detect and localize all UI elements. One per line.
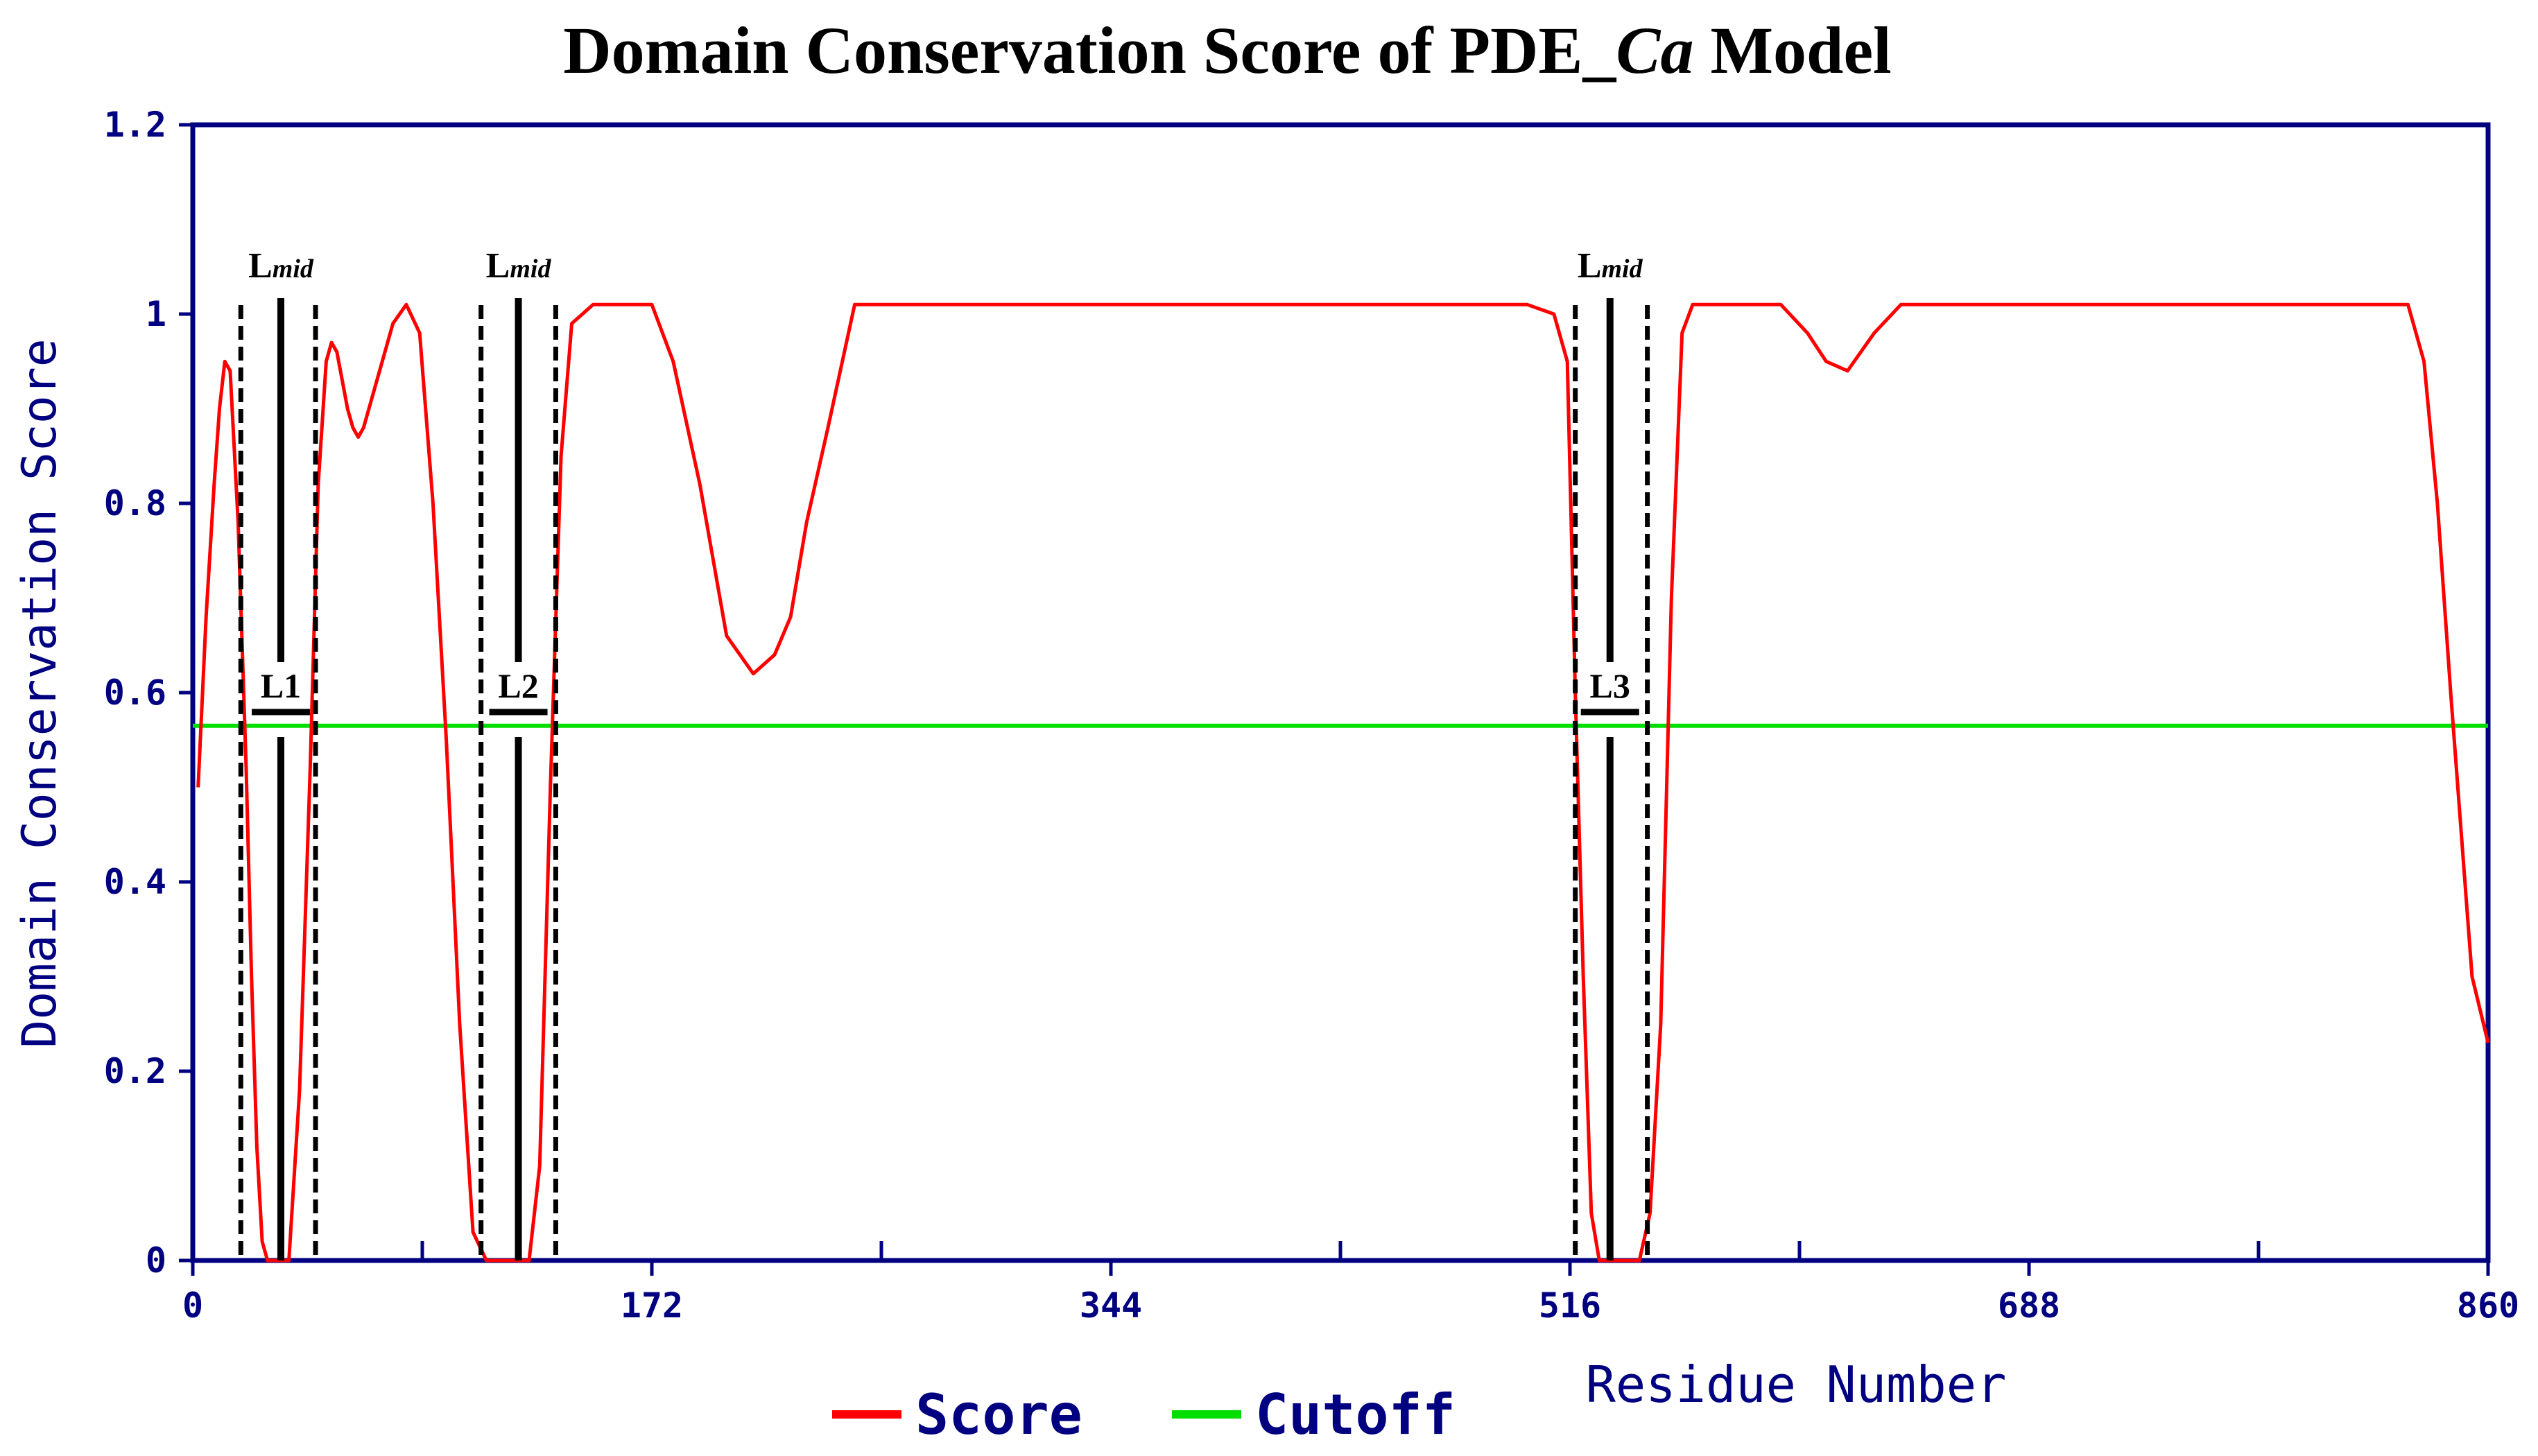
y-tick-label: 0.6 <box>104 673 166 713</box>
y-tick-label: 1 <box>146 294 166 334</box>
y-axis-label: Domain Conservation Score <box>12 338 67 1048</box>
loop-annotation: L2 Lmid <box>478 246 558 1260</box>
loop-label: L3 <box>1590 666 1630 705</box>
legend-score-label: Score <box>915 1383 1082 1447</box>
x-tick-label: 860 <box>2457 1285 2519 1326</box>
legend: Score Cutoff <box>832 1383 1456 1447</box>
loop-annotation: L1 Lmid <box>238 246 318 1260</box>
y-tick-label: 0 <box>146 1240 166 1281</box>
x-tick-label: 516 <box>1539 1285 1601 1326</box>
loop-mid-label: Lmid <box>486 246 552 286</box>
loop-annotations: L1 Lmid L2 Lmid L3 Lmid <box>238 246 1650 1260</box>
x-tick-label: 0 <box>182 1285 203 1326</box>
x-tick-label: 688 <box>1998 1285 2060 1326</box>
loop-mid-label: Lmid <box>248 246 314 286</box>
score-series <box>196 302 2490 1263</box>
y-tick-label: 1.2 <box>104 105 166 145</box>
x-tick-label: 172 <box>621 1285 683 1326</box>
loop-label: L2 <box>498 666 538 705</box>
legend-cutoff-label: Cutoff <box>1255 1383 1456 1447</box>
y-tick-label: 0.2 <box>104 1051 166 1091</box>
score-line <box>196 302 2490 1263</box>
chart-title: Domain Conservation Score of PDE_Ca Mode… <box>563 13 1891 87</box>
x-tick-label: 344 <box>1080 1285 1142 1326</box>
loop-mid-label: Lmid <box>1578 246 1643 286</box>
y-tick-label: 0.4 <box>104 862 166 902</box>
y-tick-label: 0.8 <box>104 483 166 523</box>
axes: 0 0.2 0.4 0.6 0.8 1 1.2 0 172 344 516 688 860 <box>104 105 2519 1326</box>
loop-annotation: L3 Lmid <box>1573 246 1650 1260</box>
x-axis-label: Residue Number <box>1586 1355 2007 1414</box>
loop-label: L1 <box>261 666 301 705</box>
